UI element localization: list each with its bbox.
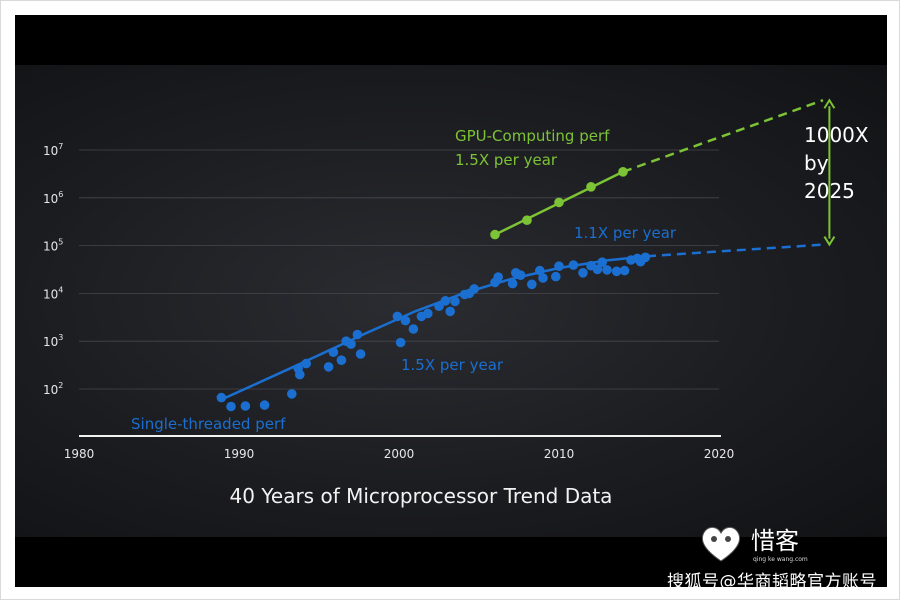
x-tick-label-2020: 2020: [704, 447, 735, 461]
y-tick-label-6: 106: [43, 190, 63, 206]
gpu-series-label: GPU-Computing perf: [455, 127, 610, 145]
watermark-logo-subtext: qing ke wang.com: [753, 556, 808, 563]
single-threaded-point-42: [597, 257, 607, 267]
single-threaded-point-24: [450, 296, 460, 307]
single-threaded-point-6: [295, 369, 305, 380]
single-threaded-point-45: [619, 265, 630, 276]
chart-title: 40 Years of Microprocessor Trend Data: [230, 484, 613, 508]
single-threaded-point-10: [336, 355, 347, 366]
x-tick-label-1990: 1990: [224, 447, 255, 461]
single-threaded-point-32: [515, 270, 526, 280]
single-threaded-series-label: Single-threaded perf: [131, 415, 286, 433]
annotation-arrow-head-top: [823, 98, 836, 109]
annotation-text-2: 2025: [804, 179, 855, 203]
single-threaded-point-37: [554, 261, 564, 271]
single-threaded-projection-line: [646, 243, 824, 258]
single-threaded-point-27: [469, 284, 480, 294]
y-tick-label-3: 103: [43, 333, 63, 349]
x-tick-label-2000: 2000: [384, 447, 415, 461]
single-threaded-point-2: [240, 401, 251, 411]
x-tick-label-1980: 1980: [64, 447, 95, 461]
single-threaded-point-49: [640, 252, 651, 263]
gpu-computing-point-3: [586, 182, 596, 192]
gpu-computing-point-4: [618, 167, 628, 177]
watermark-logo: 惜客 qing ke wang.com: [701, 526, 808, 563]
single-threaded-point-39: [578, 268, 588, 278]
single-threaded-point-36: [551, 271, 561, 282]
gpu-trend-label: 1.5X per year: [455, 151, 558, 169]
watermark-logo-text: 惜客: [751, 527, 799, 555]
single-threaded-trend-label: 1.5X per year: [401, 356, 504, 374]
single-threaded-point-21: [434, 301, 444, 312]
single-threaded-point-3: [259, 400, 270, 410]
gpu-computing-projection-line: [622, 99, 824, 173]
single-threaded-point-30: [507, 278, 518, 289]
y-tick-label-4: 104: [43, 285, 63, 301]
single-threaded-point-22: [440, 296, 451, 306]
single-threaded-point-8: [323, 362, 334, 372]
single-threaded-point-4: [287, 389, 297, 399]
single-threaded-point-35: [538, 273, 548, 283]
single-threaded-point-43: [602, 265, 612, 275]
series-lines: [222, 99, 824, 401]
single-threaded-point-33: [527, 279, 537, 290]
single-threaded-point-12: [346, 339, 356, 349]
annotation: 1000X by 2025: [804, 98, 869, 247]
single-threaded-point-9: [328, 347, 339, 358]
single-threaded-point-41: [592, 264, 603, 275]
y-tick-label-5: 105: [43, 238, 63, 254]
single-threaded-point-23: [445, 306, 456, 317]
heart-icon: [701, 526, 741, 562]
series-points: [216, 167, 651, 412]
gpu-computing-point-0: [490, 229, 500, 240]
single-threaded-point-1: [226, 401, 236, 412]
x-tick-labels: 1980 1990 2000 2010 2020: [64, 447, 735, 461]
single-threaded-point-29: [493, 272, 504, 282]
single-threaded-point-17: [400, 315, 411, 326]
x-tick-label-2010: 2010: [544, 447, 575, 461]
single-threaded-projection-label: 1.1X per year: [574, 224, 677, 242]
single-threaded-point-20: [423, 308, 433, 319]
annotation-text-1: by: [804, 151, 829, 175]
annotation-arrow-head-bottom: [823, 236, 836, 247]
annotation-text-0: 1000X: [804, 123, 869, 147]
single-threaded-point-7: [301, 358, 312, 369]
single-threaded-trend-line: [222, 254, 648, 401]
single-threaded-point-15: [392, 311, 403, 322]
slide: 102 103 104 105 106 107 1980 1990 2000 2010 2020 …: [15, 15, 887, 587]
single-threaded-point-0: [216, 392, 227, 403]
single-threaded-point-13: [352, 329, 363, 340]
single-threaded-point-34: [535, 265, 545, 276]
single-threaded-point-18: [408, 324, 419, 334]
gpu-computing-point-1: [522, 215, 532, 225]
single-threaded-point-14: [355, 349, 366, 359]
y-tick-label-2: 102: [43, 381, 63, 397]
single-threaded-point-44: [611, 266, 622, 277]
watermark-platform-text: 搜狐号@华商韬略官方账号: [667, 572, 877, 592]
y-tick-label-7: 107: [43, 142, 63, 158]
y-tick-labels: 102 103 104 105 106 107: [43, 142, 63, 397]
single-threaded-point-16: [395, 337, 406, 348]
series-labels: Single-threaded perf 1.5X per year 1.1X pe…: [131, 127, 677, 433]
gpu-computing-point-2: [554, 197, 564, 208]
single-threaded-point-38: [568, 260, 579, 270]
